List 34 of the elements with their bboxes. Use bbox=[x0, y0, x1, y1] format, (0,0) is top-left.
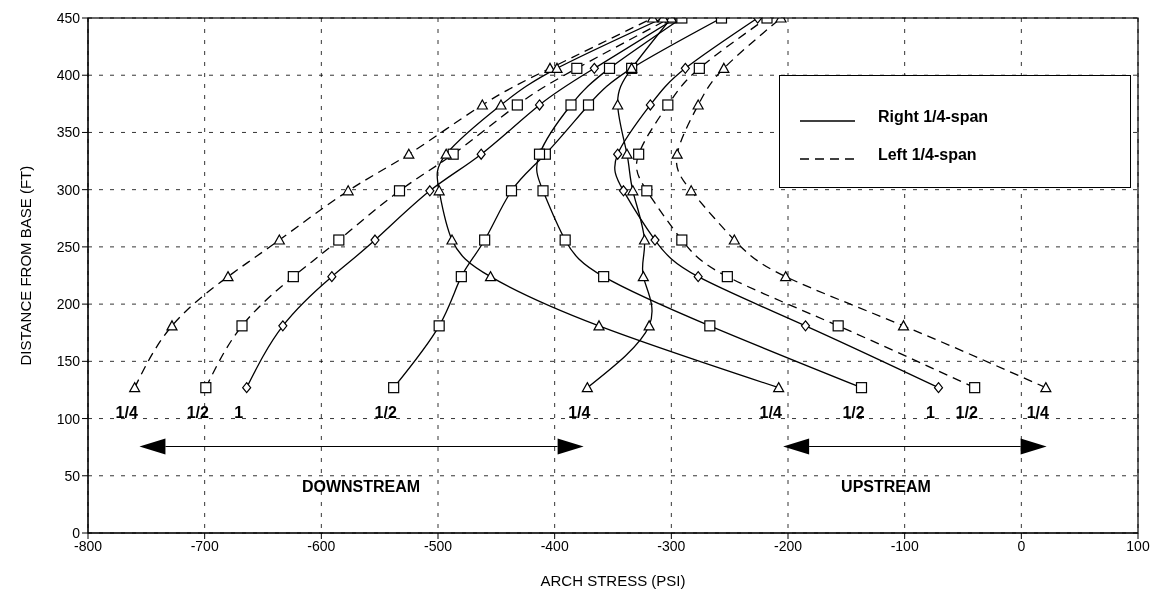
x-tick-label: -300 bbox=[657, 537, 686, 554]
y-tick-label: 450 bbox=[56, 9, 81, 26]
legend-label: Right 1/4-span bbox=[877, 108, 989, 127]
x-tick-label: -500 bbox=[423, 537, 453, 554]
annotation: UPSTREAM bbox=[841, 477, 931, 495]
x-tick-label: -200 bbox=[773, 537, 803, 554]
y-tick-label: 250 bbox=[56, 238, 81, 255]
y-tick-label: 300 bbox=[56, 181, 81, 198]
annotation: 1/2 bbox=[842, 403, 865, 421]
x-tick-label: -400 bbox=[540, 537, 569, 554]
annotation: 1/4 bbox=[568, 403, 591, 421]
annotation: DOWNSTREAM bbox=[301, 477, 421, 495]
y-tick-label: 400 bbox=[56, 67, 81, 84]
annotation: 1 bbox=[926, 403, 936, 421]
annotation: 1/2 bbox=[374, 403, 397, 421]
y-tick-label: 350 bbox=[56, 124, 81, 141]
y-tick-label: 100 bbox=[56, 410, 81, 427]
y-tick-label: 150 bbox=[56, 353, 81, 370]
x-axis-title: ARCH STRESS (PSI) bbox=[540, 572, 686, 589]
y-axis-title: DISTANCE FROM BASE (FT) bbox=[17, 165, 35, 366]
x-tick-label: -600 bbox=[307, 537, 336, 554]
x-tick-label: -700 bbox=[190, 537, 219, 554]
x-tick-label: -100 bbox=[890, 537, 919, 554]
x-tick-label: 0 bbox=[1017, 537, 1026, 554]
annotation: 1/4 bbox=[115, 403, 138, 421]
y-tick-label: 200 bbox=[56, 296, 81, 313]
annotation: 1/4 bbox=[1026, 403, 1050, 421]
annotation: 1/2 bbox=[186, 403, 210, 421]
y-tick-label: 50 bbox=[64, 467, 81, 484]
legend-label: Left 1/4-span bbox=[877, 146, 977, 165]
annotation: 1/4 bbox=[759, 403, 782, 421]
annotation: 1 bbox=[234, 403, 244, 421]
x-tick-label: 100 bbox=[1126, 537, 1150, 554]
annotation: 1/2 bbox=[955, 403, 978, 421]
